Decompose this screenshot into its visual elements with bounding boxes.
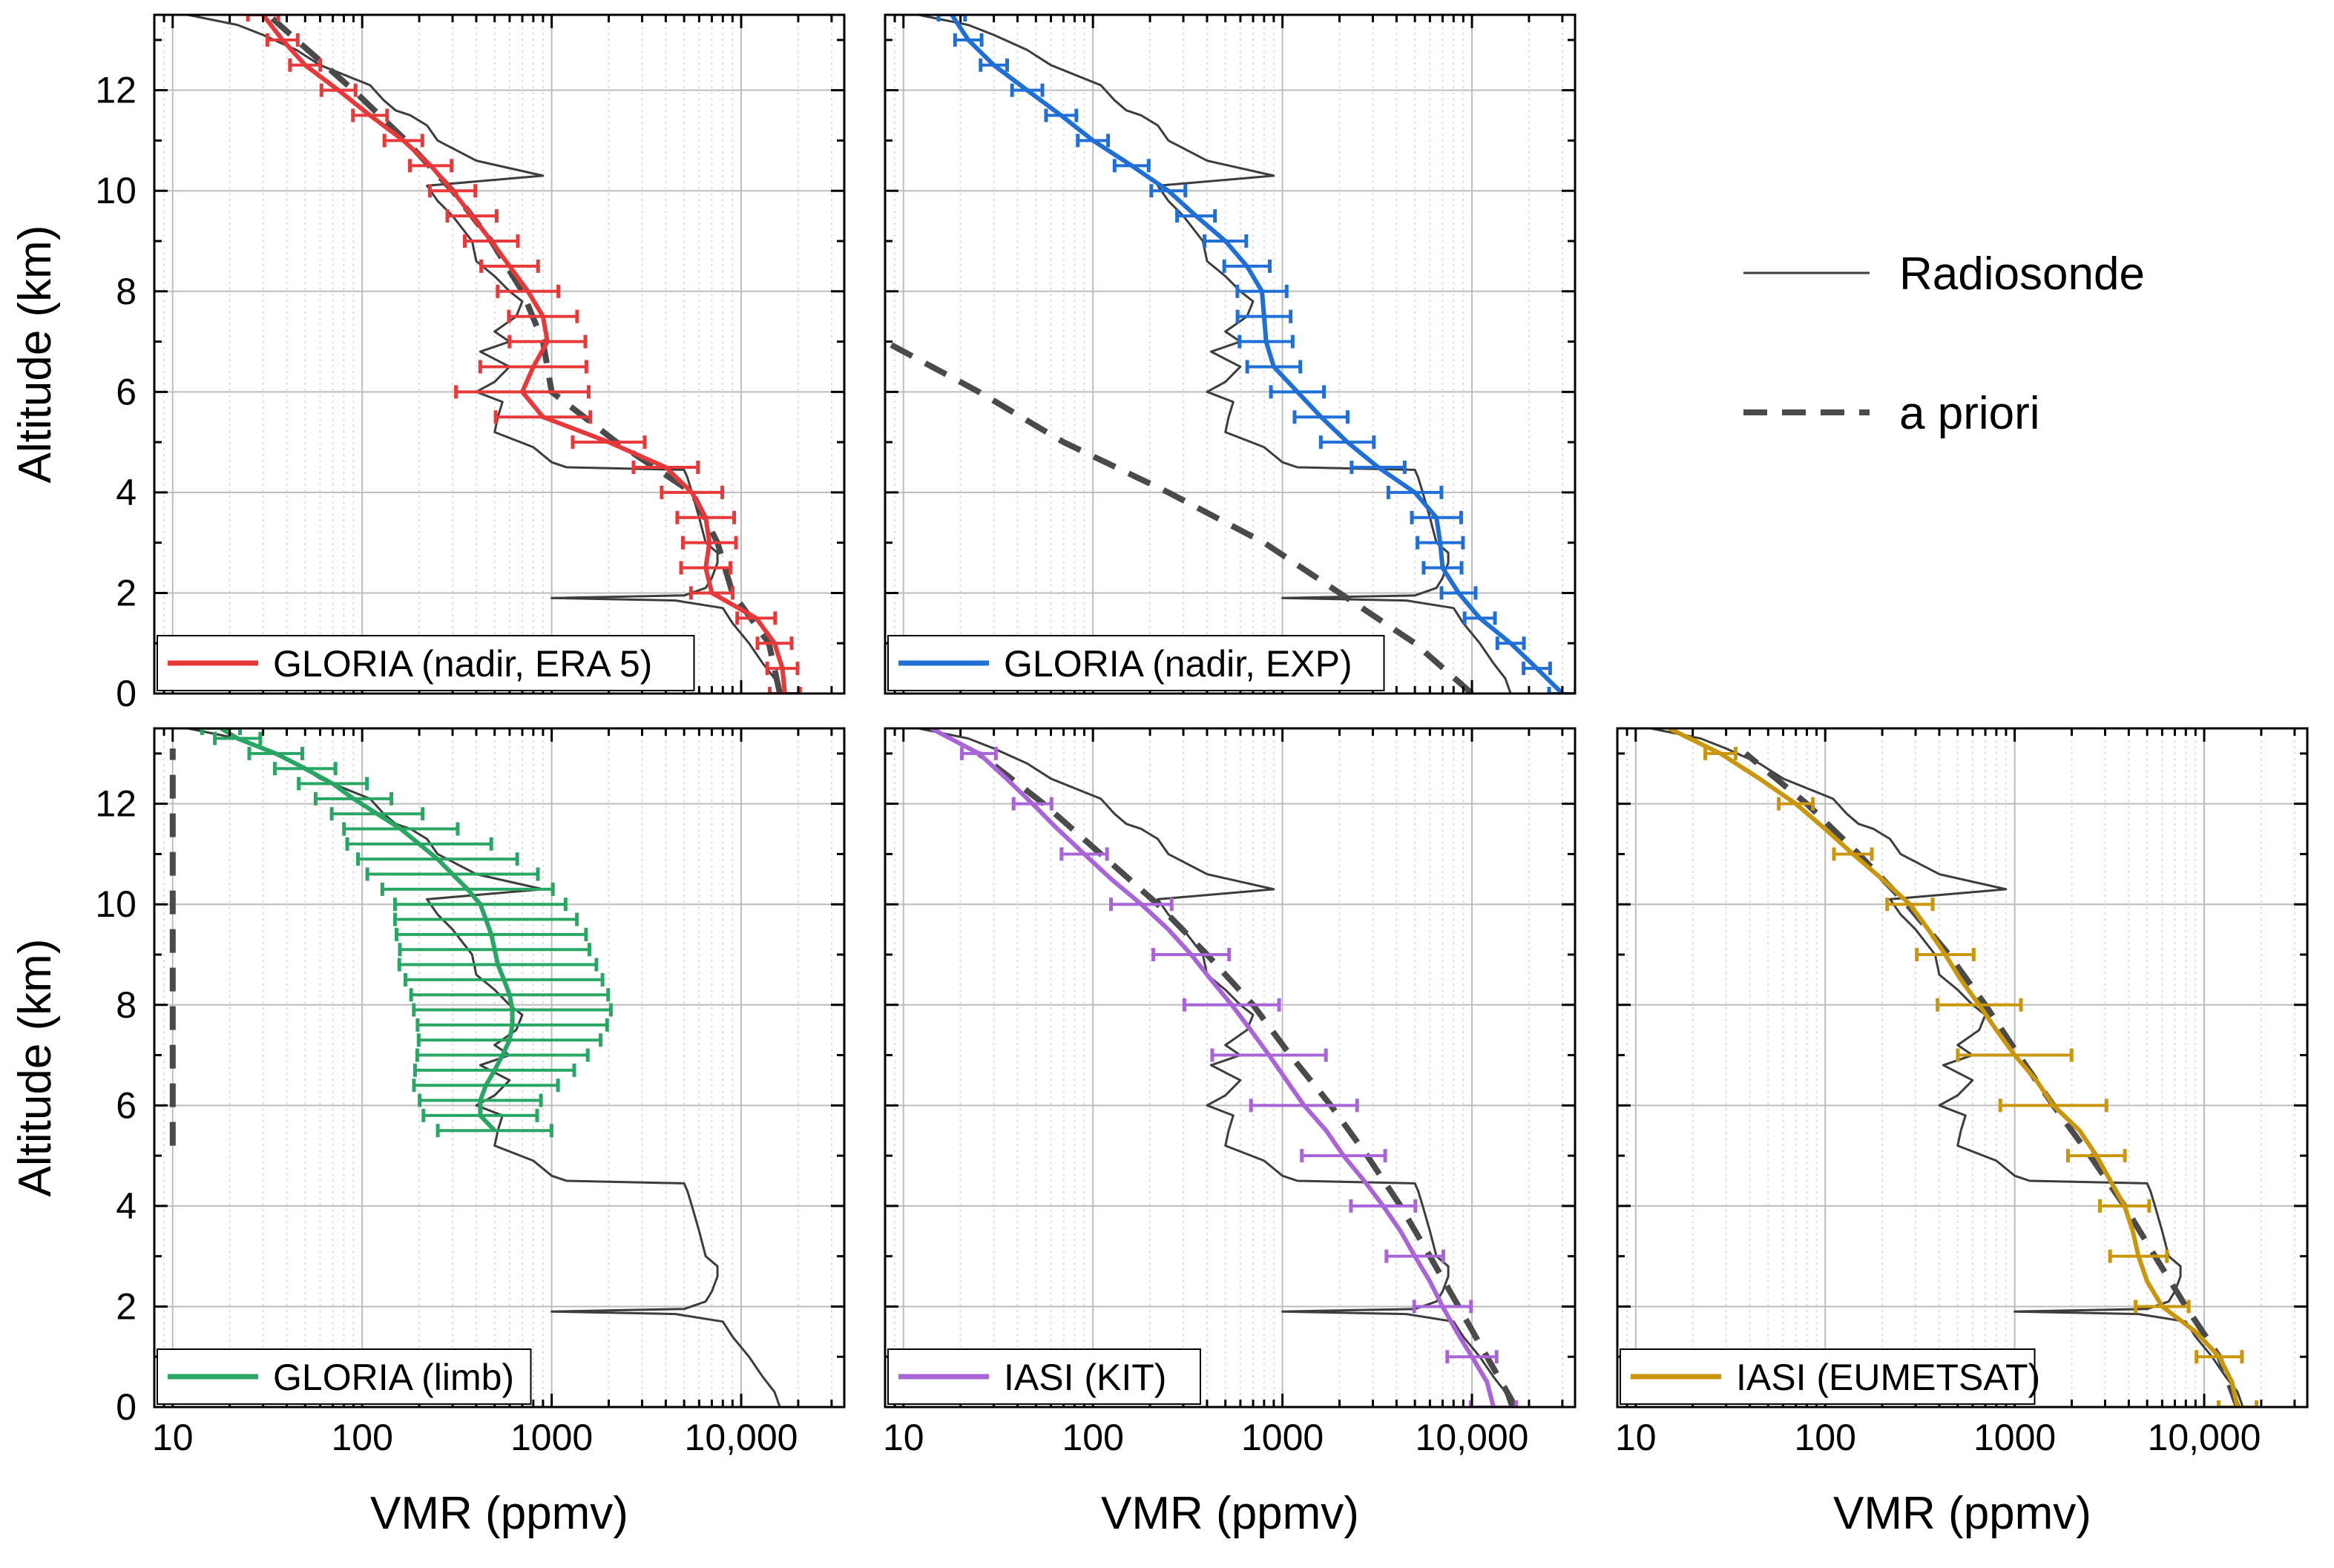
error-bars (200, 728, 613, 1138)
panel-frame (884, 13, 1577, 695)
x-tick-label: 100 (1062, 1417, 1123, 1458)
x-tick-label: 1000 (1973, 1417, 2056, 1458)
retrieval-line (950, 15, 1565, 694)
retrieval-line (1668, 728, 2240, 1407)
x-tick-label: 100 (1794, 1417, 1855, 1458)
grid-minor (163, 15, 832, 694)
y-tick-label: 12 (95, 783, 137, 825)
panel-limb: 0 2 4 6 8 10 12 Altitude (km) 10 100 1000 10,000 VMR… (10, 727, 846, 1539)
panel-iasi-eumetsat: 10 100 1000 10,000 VMR (ppmv) IASI (EUMETSAT) (1615, 727, 2309, 1539)
y-tick-label: 12 (95, 70, 137, 111)
panel-nadir-era5: 0 2 4 6 8 10 12 Altitude (km) GLORIA (nadir, ERA… (10, 13, 846, 714)
error-bars (246, 15, 802, 694)
legend-label: IASI (EUMETSAT) (1736, 1357, 2040, 1398)
error-bars (959, 746, 1519, 1407)
grid-major (154, 15, 844, 694)
ticks (885, 15, 1575, 695)
panel-nadir-exp: GLORIA (nadir, EXP) (884, 13, 1577, 695)
plot-area (918, 728, 1519, 1407)
grid-minor (1626, 728, 2295, 1407)
y-tick-label: 2 (116, 572, 137, 613)
panel-legend: GLORIA (limb) (157, 1348, 532, 1405)
y-tick-label: 8 (116, 984, 137, 1026)
plot-area (169, 728, 781, 1407)
x-tick-label: 10,000 (1416, 1417, 1529, 1458)
grid-minor (894, 728, 1563, 1407)
panel-frame (1616, 727, 2309, 1409)
x-tick-label: 1000 (1241, 1417, 1324, 1458)
plot-area (1650, 728, 2259, 1407)
apriori-line (1743, 751, 2241, 1407)
y-axis-label: Altitude (km) (10, 939, 61, 1197)
panel-frame (153, 727, 846, 1409)
y-tick-label: 10 (95, 170, 137, 211)
panel-legend: GLORIA (nadir, EXP) (887, 635, 1385, 691)
panel-legend: IASI (EUMETSAT) (1620, 1348, 2040, 1405)
panel-legend: GLORIA (nadir, ERA 5) (157, 635, 695, 691)
retrieval-line (261, 15, 787, 694)
plot-area (187, 15, 802, 694)
radiosonde-line (187, 728, 781, 1407)
legend-radiosonde-label: Radiosonde (1899, 248, 2145, 300)
global-legend: Radiosonde a priori (1743, 248, 2145, 439)
x-axis-label: VMR (ppmv) (1833, 1488, 2091, 1539)
legend-label: GLORIA (limb) (273, 1357, 514, 1398)
y-tick-label: 4 (116, 1185, 137, 1227)
y-tick-label: 0 (116, 1386, 137, 1428)
x-tick-label: 100 (331, 1417, 392, 1458)
legend-label: IASI (KIT) (1004, 1357, 1166, 1398)
x-tick-label: 10,000 (2148, 1417, 2261, 1458)
x-axis-label: VMR (ppmv) (370, 1488, 628, 1539)
apriori-line (976, 751, 1519, 1407)
retrieval-line (930, 728, 1496, 1407)
panel-iasi-kit: 10 100 1000 10,000 VMR (ppmv) IASI (KIT) (883, 727, 1577, 1539)
retrieval-line (220, 728, 515, 1133)
y-tick-label: 2 (116, 1285, 137, 1327)
y-tick-label: 6 (116, 371, 137, 412)
legend-apriori-label: a priori (1899, 388, 2040, 439)
error-bars (936, 15, 1575, 694)
x-axis-label: VMR (ppmv) (1101, 1488, 1359, 1539)
x-tick-label: 10 (883, 1417, 924, 1458)
plot-area (885, 15, 1575, 694)
panel-frame (884, 727, 1577, 1409)
ticks (1617, 728, 2307, 1409)
grid-major (154, 728, 844, 1408)
x-tick-label: 10 (1615, 1417, 1657, 1458)
panel-legend: IASI (KIT) (887, 1348, 1201, 1405)
y-axis-label: Altitude (km) (10, 225, 61, 484)
y-tick-label: 0 (116, 673, 137, 714)
y-tick-label: 8 (116, 271, 137, 312)
grid-major (1617, 728, 2307, 1408)
legend-label: GLORIA (nadir, EXP) (1004, 643, 1352, 685)
y-tick-label: 6 (116, 1084, 137, 1126)
panel-frame (153, 13, 846, 695)
x-tick-label: 1000 (510, 1417, 593, 1458)
x-tick-label: 10,000 (685, 1417, 798, 1458)
x-tick-label: 10 (152, 1417, 194, 1458)
y-tick-label: 10 (95, 883, 137, 925)
ticks (885, 728, 1575, 1409)
apriori-line (885, 339, 1474, 694)
radiosonde-line (918, 15, 1512, 694)
grid-minor (894, 15, 1563, 694)
y-tick-label: 4 (116, 472, 137, 513)
legend-label: GLORIA (nadir, ERA 5) (273, 643, 652, 685)
